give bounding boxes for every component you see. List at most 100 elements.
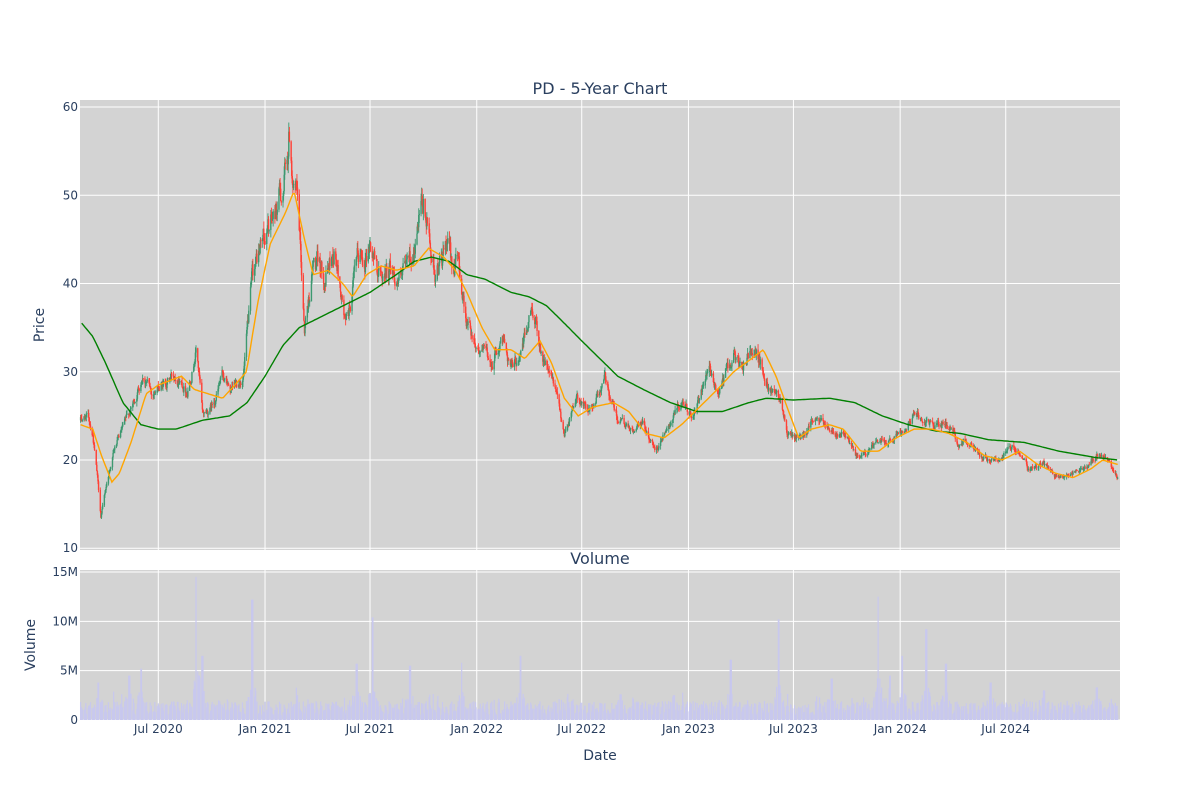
candle-body bbox=[1056, 474, 1058, 477]
candle-body bbox=[672, 419, 674, 424]
candle-body bbox=[116, 440, 118, 445]
candle-body bbox=[475, 347, 477, 349]
volume-bar bbox=[720, 701, 723, 720]
candle-body bbox=[864, 451, 867, 455]
candle-body bbox=[1053, 474, 1056, 477]
candle-body bbox=[684, 405, 687, 408]
volume-bar bbox=[510, 701, 512, 720]
volume-bar bbox=[451, 701, 453, 720]
candle-body bbox=[531, 308, 533, 309]
candle-body bbox=[1021, 458, 1024, 459]
candle-body bbox=[847, 437, 850, 439]
volume-bar bbox=[558, 699, 560, 720]
candle-body bbox=[341, 295, 343, 300]
volume-bar bbox=[345, 710, 347, 720]
candle-body bbox=[641, 420, 644, 424]
candle-body bbox=[170, 373, 173, 376]
candle-body bbox=[693, 410, 695, 416]
candle-body bbox=[761, 368, 764, 371]
candle-body bbox=[708, 365, 711, 373]
candle-body bbox=[260, 240, 262, 242]
volume-bar bbox=[954, 701, 956, 720]
candle-body bbox=[635, 428, 637, 432]
candle-body bbox=[1098, 456, 1100, 458]
candle-body bbox=[512, 363, 514, 367]
candle-body bbox=[648, 436, 650, 440]
candle-body bbox=[621, 418, 623, 420]
candle-body bbox=[738, 362, 741, 368]
candle-body bbox=[884, 440, 887, 443]
candle-body bbox=[389, 260, 392, 268]
candle-body bbox=[218, 384, 220, 386]
candle-body bbox=[1084, 467, 1086, 469]
volume-bar bbox=[861, 702, 863, 720]
candle-body bbox=[732, 353, 735, 363]
candle-body bbox=[1029, 469, 1032, 472]
volume-bar bbox=[832, 700, 835, 720]
volume-bar bbox=[658, 702, 660, 720]
candle-body bbox=[929, 421, 931, 425]
candle-body bbox=[701, 386, 704, 393]
candle-body bbox=[1013, 447, 1016, 450]
volume-bar bbox=[945, 663, 948, 720]
candle-body bbox=[600, 387, 603, 391]
candle-body bbox=[725, 368, 727, 370]
candle-body bbox=[960, 444, 962, 445]
candle-body bbox=[430, 251, 432, 259]
volume-bar bbox=[778, 619, 780, 720]
candle-body bbox=[550, 372, 552, 374]
candle-body bbox=[339, 283, 342, 292]
volume-bar bbox=[398, 709, 400, 720]
candle-body bbox=[418, 213, 421, 216]
candle-body bbox=[627, 423, 629, 428]
candle-body bbox=[462, 298, 464, 300]
candle-body bbox=[509, 360, 512, 366]
candle-body bbox=[467, 321, 469, 325]
candle-body bbox=[564, 430, 567, 433]
volume-bar bbox=[633, 709, 636, 720]
candle-body bbox=[146, 379, 148, 382]
volume-bar bbox=[1113, 705, 1115, 720]
candle-body bbox=[831, 431, 833, 433]
candle-body bbox=[214, 403, 216, 405]
candle-body bbox=[317, 251, 319, 262]
candle-body bbox=[371, 251, 374, 258]
candle-body bbox=[668, 424, 671, 427]
volume-bar bbox=[966, 713, 969, 720]
candle-body bbox=[840, 432, 843, 435]
candle-body bbox=[793, 434, 796, 440]
volume-bar bbox=[429, 705, 431, 720]
candle-body bbox=[331, 257, 333, 266]
volume-bar bbox=[568, 707, 571, 720]
candle-body bbox=[111, 457, 114, 468]
volume-bar bbox=[365, 704, 368, 720]
candle-body bbox=[120, 430, 122, 432]
volume-bar bbox=[1015, 712, 1017, 720]
volume-bar bbox=[126, 698, 128, 720]
candle-body bbox=[376, 259, 378, 273]
candle-body bbox=[169, 377, 172, 379]
volume-bar bbox=[1007, 707, 1009, 720]
candle-body bbox=[558, 403, 561, 411]
candle-body bbox=[405, 262, 407, 264]
candle-body bbox=[138, 388, 140, 391]
candle-body bbox=[832, 428, 834, 432]
volume-bar bbox=[356, 663, 358, 720]
candle-body bbox=[605, 379, 607, 383]
candle-body bbox=[279, 183, 281, 189]
candle-body bbox=[223, 378, 226, 381]
candle-body bbox=[1116, 476, 1118, 479]
volume-bar bbox=[191, 707, 193, 720]
candle-body bbox=[270, 214, 273, 218]
volume-bar bbox=[836, 704, 839, 720]
candle-body bbox=[463, 295, 465, 307]
candle-body bbox=[1079, 470, 1081, 472]
candle-body bbox=[664, 432, 666, 434]
candle-body bbox=[209, 408, 211, 414]
candle-body bbox=[140, 384, 142, 391]
volume-bar bbox=[597, 711, 599, 720]
candle-body bbox=[524, 332, 526, 335]
candle-body bbox=[824, 422, 826, 425]
volume-bar bbox=[552, 701, 554, 720]
candle-body bbox=[1061, 475, 1064, 477]
